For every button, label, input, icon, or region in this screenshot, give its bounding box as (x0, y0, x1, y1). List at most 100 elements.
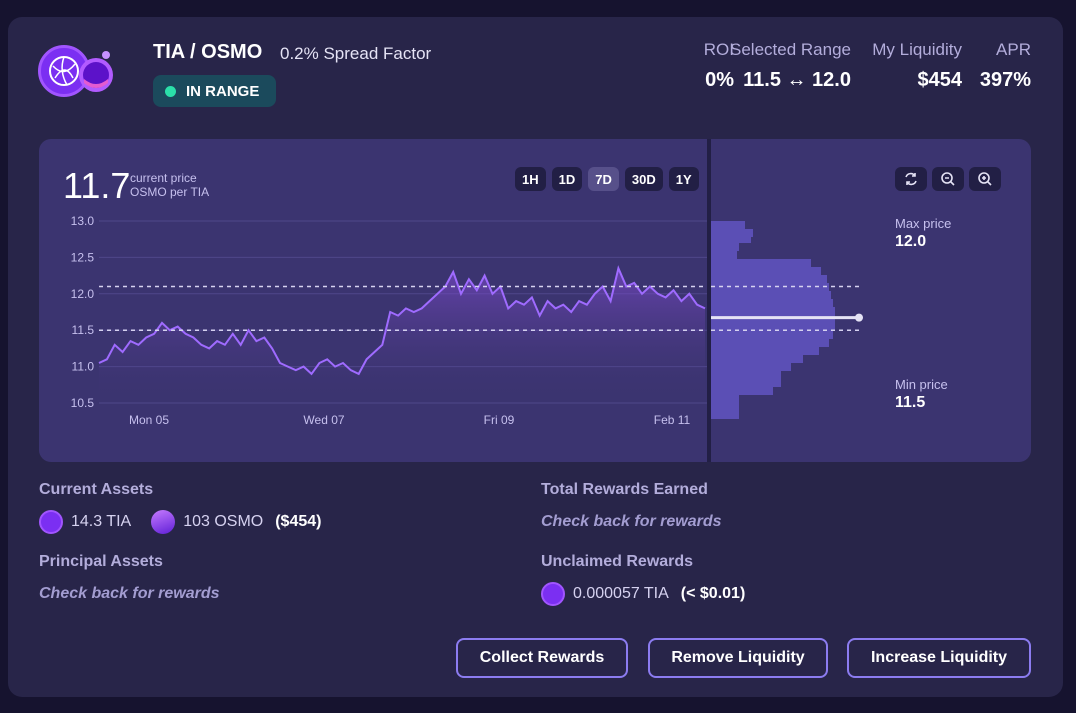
price-chart-panel: 11.7 current price OSMO per TIA 1H 1D 7D… (39, 139, 1031, 462)
chart-controls (895, 167, 1001, 191)
price-line-chart: 13.0 12.5 12.0 11.5 11.0 10.5 Mon 05 Wed 07 Fri … (71, 214, 707, 427)
spread-factor: 0.2% Spread Factor (280, 44, 432, 63)
histogram-bar (711, 221, 745, 229)
tia-icon (39, 510, 63, 534)
stat-label: APR (996, 40, 1031, 59)
histogram-bar (711, 307, 835, 315)
y-tick-label: 10.5 (71, 396, 95, 410)
tia-icon (541, 582, 565, 606)
current-price-caption: current price (130, 171, 197, 185)
zoom-in-button[interactable] (969, 167, 1001, 191)
stat-label: ROI (703, 40, 734, 59)
refresh-button[interactable] (895, 167, 927, 191)
unclaimed-rewards-row: 0.000057 TIA (< $0.01) (541, 582, 745, 606)
refresh-icon (905, 172, 917, 186)
stat-apr: APR 397% (980, 40, 1031, 92)
stat-roi: ROI 0% (704, 40, 734, 92)
total-rewards-value: Check back for rewards (541, 513, 722, 530)
histogram-bar (711, 299, 833, 307)
histogram-bar (711, 339, 829, 347)
y-tick-label: 13.0 (71, 214, 95, 228)
liquidity-histogram[interactable] (711, 139, 1031, 462)
price-line (98, 265, 706, 376)
histogram-bar (711, 243, 739, 251)
unclaimed-tia-amount: 0.000057 TIA (573, 585, 669, 602)
unclaimed-usd: (< $0.01) (680, 585, 746, 602)
remove-liquidity-button[interactable]: Remove Liquidity (648, 638, 828, 678)
histogram-bar (711, 411, 739, 419)
stat-my-liquidity: My Liquidity $454 (872, 40, 962, 92)
status-dot-icon (165, 85, 176, 97)
histogram-bar (711, 275, 827, 283)
histogram-bar (711, 371, 781, 379)
histogram-bar (711, 323, 835, 331)
histogram-bar (711, 363, 791, 371)
histogram-bar (711, 347, 819, 355)
histogram-bar (711, 395, 739, 403)
x-tick-label: Mon 05 (129, 413, 169, 427)
zoom-out-icon (941, 172, 955, 186)
histogram-bar (711, 267, 821, 275)
current-assets-label: Current Assets (39, 481, 154, 498)
histogram-bar (711, 259, 811, 267)
min-price-label: Min price (895, 377, 948, 392)
current-price-handle (855, 313, 863, 322)
timeframe-30d-button[interactable]: 30D (624, 167, 663, 191)
current-price-label: current price OSMO per TIA (130, 171, 209, 199)
zoom-in-icon (978, 172, 992, 186)
stat-label: My Liquidity (872, 40, 962, 59)
timeframe-1h-button[interactable]: 1H (515, 167, 546, 191)
histogram-bar (711, 355, 803, 363)
histogram-bar (711, 251, 737, 259)
timeframe-7d-button[interactable]: 7D (588, 167, 619, 191)
max-price-value: 12.0 (895, 233, 927, 250)
x-tick-label: Wed 07 (303, 413, 344, 427)
current-assets-usd: ($454) (275, 513, 322, 530)
y-tick-label: 12.0 (71, 287, 95, 301)
stat-selected-range: Selected Range 11.5 ↔ 12.0 (730, 40, 851, 92)
chart-divider (707, 139, 711, 462)
price-area (99, 268, 705, 403)
y-tick-label: 12.5 (71, 250, 95, 264)
osmo-icon (151, 510, 176, 534)
zoom-out-button[interactable] (932, 167, 964, 191)
increase-liquidity-button[interactable]: Increase Liquidity (847, 638, 1031, 678)
current-osmo-amount: 103 OSMO (183, 513, 264, 530)
osmo-icon (76, 49, 116, 95)
total-rewards-label: Total Rewards Earned (541, 481, 708, 498)
x-tick-label: Fri 09 (484, 413, 515, 427)
histogram-bar (711, 403, 739, 411)
histogram-bar (711, 235, 751, 243)
stat-label: Selected Range (730, 40, 851, 59)
histogram-bar (711, 229, 753, 237)
range-status-label: IN RANGE (186, 82, 260, 100)
y-tick-label: 11.5 (72, 323, 95, 337)
principal-assets-value: Check back for rewards (39, 585, 220, 602)
histogram-bar (711, 387, 773, 395)
principal-assets-label: Principal Assets (39, 553, 163, 570)
max-price-label: Max price (895, 216, 952, 231)
timeframe-1d-button[interactable]: 1D (551, 167, 583, 191)
pair-title: TIA / OSMO (153, 41, 263, 63)
y-tick-label: 11.0 (72, 360, 95, 374)
histogram-bar (711, 331, 833, 339)
min-price-value: 11.5 (895, 394, 926, 411)
stat-value: 11.5 ↔ 12.0 (743, 69, 851, 91)
histogram-bar (711, 291, 831, 299)
current-price-value: 11.7 (63, 165, 131, 206)
collect-rewards-button[interactable]: Collect Rewards (456, 638, 628, 678)
stat-value: 397% (979, 69, 1031, 91)
current-assets-row: 14.3 TIA 103 OSMO ($454) (39, 510, 321, 534)
timeframe-selector: 1H 1D 7D 30D 1Y (515, 167, 699, 191)
stat-value: 0% (705, 69, 734, 91)
pair-icons (38, 43, 118, 103)
stat-value: $454 (917, 69, 963, 91)
price-unit-label: OSMO per TIA (130, 185, 210, 199)
x-tick-label: Feb 11 (654, 413, 691, 427)
range-status-badge: IN RANGE (153, 75, 276, 107)
histogram-bar (711, 379, 781, 387)
unclaimed-rewards-label: Unclaimed Rewards (541, 553, 694, 570)
timeframe-1y-button[interactable]: 1Y (668, 167, 699, 191)
current-tia-amount: 14.3 TIA (71, 513, 132, 530)
position-card: TIA / OSMO 0.2% Spread Factor IN RANGE R… (8, 17, 1063, 697)
